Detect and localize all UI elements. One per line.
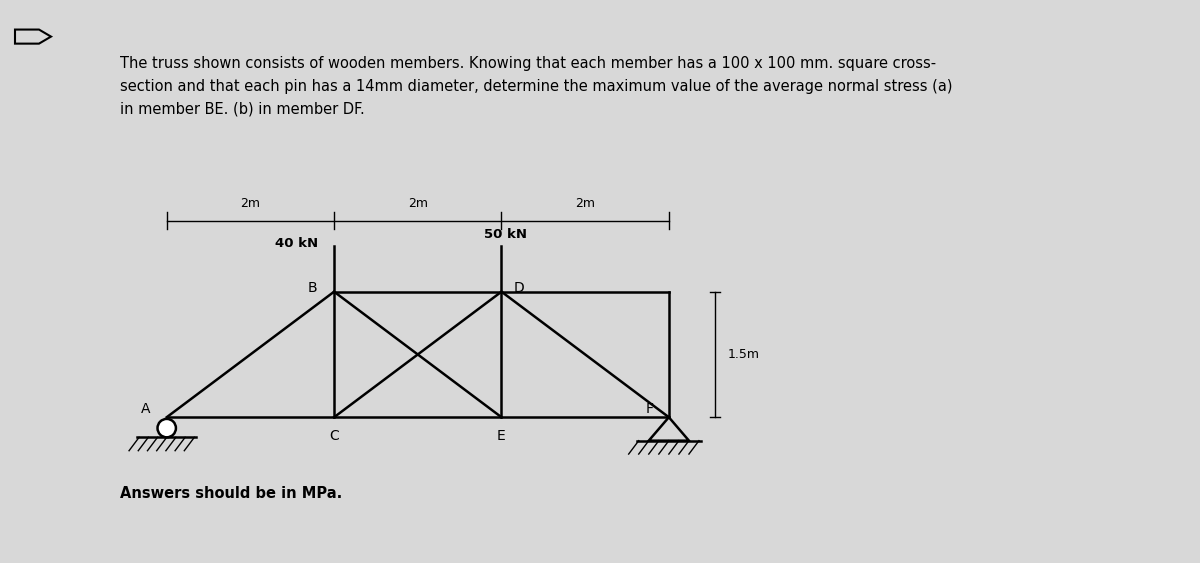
Text: C: C <box>329 428 338 443</box>
Text: F: F <box>646 402 654 416</box>
Circle shape <box>157 419 176 437</box>
Text: A: A <box>140 402 150 416</box>
Text: 2m: 2m <box>408 196 427 209</box>
Text: 40 kN: 40 kN <box>275 237 318 250</box>
Text: E: E <box>497 428 506 443</box>
Text: 50 kN: 50 kN <box>484 229 527 242</box>
Text: 1.5m: 1.5m <box>727 348 760 361</box>
Text: Answers should be in MPa.: Answers should be in MPa. <box>120 486 342 501</box>
Text: D: D <box>514 282 524 296</box>
Text: 2m: 2m <box>240 196 260 209</box>
Text: The truss shown consists of wooden members. Knowing that each member has a 100 x: The truss shown consists of wooden membe… <box>120 56 953 117</box>
Text: B: B <box>307 282 317 296</box>
Text: 2m: 2m <box>575 196 595 209</box>
